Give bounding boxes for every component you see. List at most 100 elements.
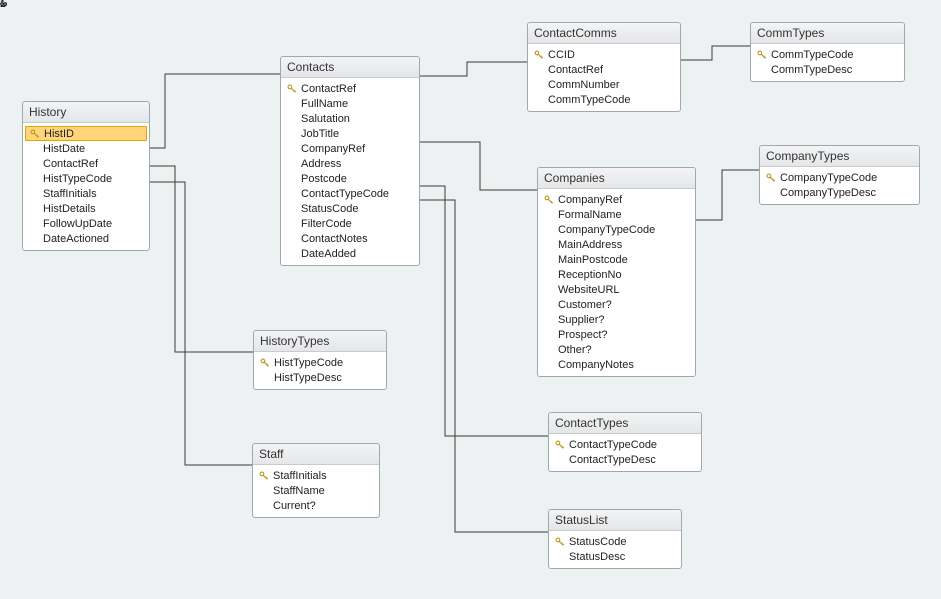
field-row[interactable]: Customer? [540,297,693,312]
field-row[interactable]: HistDate [25,141,147,156]
field-row[interactable]: StaffInitials [255,468,377,483]
field-name: CompanyTypeDesc [778,187,876,199]
field-row[interactable]: FullName [283,96,417,111]
table-historytypes[interactable]: HistoryTypesHistTypeCodeHistTypeDesc [253,330,387,390]
field-row[interactable]: CommNumber [530,77,678,92]
relationship-line[interactable] [681,46,750,60]
field-name: Supplier? [556,314,604,326]
field-name: ReceptionNo [556,269,622,281]
field-row[interactable]: Prospect? [540,327,693,342]
relationships-layer [0,0,941,599]
field-name: ContactNotes [299,233,368,245]
field-row[interactable]: Salutation [283,111,417,126]
field-name: StaffInitials [41,188,97,200]
table-contacts[interactable]: Contacts ContactRefFullNameSalutation JobT… [280,56,420,266]
table-body: CCIDContactRefCommNumberCommTypeCode [528,44,680,111]
table-body: CompanyRefFormalNameCompanyTypeCodeMainA… [538,189,695,376]
table-contactcomms[interactable]: ContactCommsCCIDContactRefCommNumberComm… [527,22,681,112]
field-row[interactable]: FilterCode [283,216,417,231]
table-commtypes[interactable]: CommTypes CommTypeCodeCommTypeDesc [750,22,905,82]
table-body: CompanyTypeCode CompanyTypeDesc [760,167,919,204]
field-row[interactable]: WebsiteURL [540,282,693,297]
field-name: Prospect? [556,329,608,341]
field-row[interactable]: HistTypeCode [256,355,384,370]
field-name: CompanyRef [556,194,622,206]
key-icon [553,440,567,450]
table-header[interactable]: Companies [538,168,695,189]
field-row[interactable]: CompanyTypeCode [540,222,693,237]
table-header[interactable]: CompanyTypes [760,146,919,167]
field-name: JobTitle [299,128,339,140]
field-name: ContactTypeDesc [567,454,656,466]
table-history[interactable]: History HistIDHistDateContactRefHistTypeC… [22,101,150,251]
relationship-line[interactable] [150,166,253,352]
table-statuslist[interactable]: StatusList StatusCodeStatusDesc [548,509,682,569]
table-header[interactable]: Staff [253,444,379,465]
field-row[interactable]: CommTypeCode [753,47,902,62]
table-companies[interactable]: CompaniesCompanyRefFormalNameCompanyType… [537,167,696,377]
field-row[interactable]: FollowUpDate [25,216,147,231]
table-header[interactable]: Contacts [281,57,419,78]
field-name: WebsiteURL [556,284,620,296]
field-row[interactable]: Other? [540,342,693,357]
field-row[interactable]: ContactTypeDesc [551,452,699,467]
field-row[interactable]: CommTypeDesc [753,62,902,77]
field-name: DateAdded [299,248,356,260]
field-row[interactable]: DateAdded [283,246,417,261]
table-header[interactable]: HistoryTypes [254,331,386,352]
relationship-line[interactable] [150,182,252,465]
relationship-line[interactable] [420,142,537,190]
table-companytypes[interactable]: CompanyTypes CompanyTypeCode CompanyTypeDe… [759,145,920,205]
relationship-line[interactable] [420,186,548,436]
field-row[interactable]: HistTypeCode [25,171,147,186]
field-row[interactable]: Address [283,156,417,171]
field-row[interactable]: CCID [530,47,678,62]
field-row[interactable]: ContactRef [25,156,147,171]
field-row[interactable]: ContactNotes [283,231,417,246]
field-row[interactable]: HistTypeDesc [256,370,384,385]
relationship-line[interactable] [420,200,548,532]
field-row[interactable]: StatusCode [551,534,679,549]
field-row[interactable]: StatusDesc [551,549,679,564]
field-row[interactable]: Postcode [283,171,417,186]
field-row[interactable]: CompanyRef [283,141,417,156]
field-row[interactable]: ContactTypeCode [551,437,699,452]
field-name: HistDetails [41,203,96,215]
table-header[interactable]: ContactComms [528,23,680,44]
field-row[interactable]: ReceptionNo [540,267,693,282]
field-row[interactable]: HistDetails [25,201,147,216]
field-name: FollowUpDate [41,218,112,230]
field-row[interactable]: Supplier? [540,312,693,327]
table-header[interactable]: CommTypes [751,23,904,44]
field-row[interactable]: StatusCode [283,201,417,216]
table-contacttypes[interactable]: ContactTypes ContactTypeCode ContactTypeDe… [548,412,702,472]
relationship-line[interactable] [696,170,759,220]
field-name: CCID [546,49,575,61]
table-body: HistTypeCodeHistTypeDesc [254,352,386,389]
field-row[interactable]: CompanyRef [540,192,693,207]
field-row[interactable]: CommTypeCode [530,92,678,107]
field-row[interactable]: FormalName [540,207,693,222]
field-name: CompanyNotes [556,359,634,371]
field-row[interactable]: MainPostcode [540,252,693,267]
field-row[interactable]: StaffInitials [25,186,147,201]
field-row[interactable]: MainAddress [540,237,693,252]
table-header[interactable]: History [23,102,149,123]
field-row[interactable]: StaffName [255,483,377,498]
field-row[interactable]: JobTitle [283,126,417,141]
table-staff[interactable]: Staff StaffInitialsStaffNameCurrent? [252,443,380,518]
field-row[interactable]: HistID [25,126,147,141]
field-row[interactable]: CompanyTypeCode [762,170,917,185]
field-row[interactable]: ContactTypeCode [283,186,417,201]
field-row[interactable]: ContactRef [283,81,417,96]
field-row[interactable]: Current? [255,498,377,513]
field-row[interactable]: CompanyTypeDesc [762,185,917,200]
relationship-line[interactable] [420,62,527,76]
field-row[interactable]: DateActioned [25,231,147,246]
relationship-line[interactable] [150,74,280,148]
field-row[interactable]: ContactRef [530,62,678,77]
field-row[interactable]: CompanyNotes [540,357,693,372]
key-icon [532,50,546,60]
table-header[interactable]: ContactTypes [549,413,701,434]
table-header[interactable]: StatusList [549,510,681,531]
